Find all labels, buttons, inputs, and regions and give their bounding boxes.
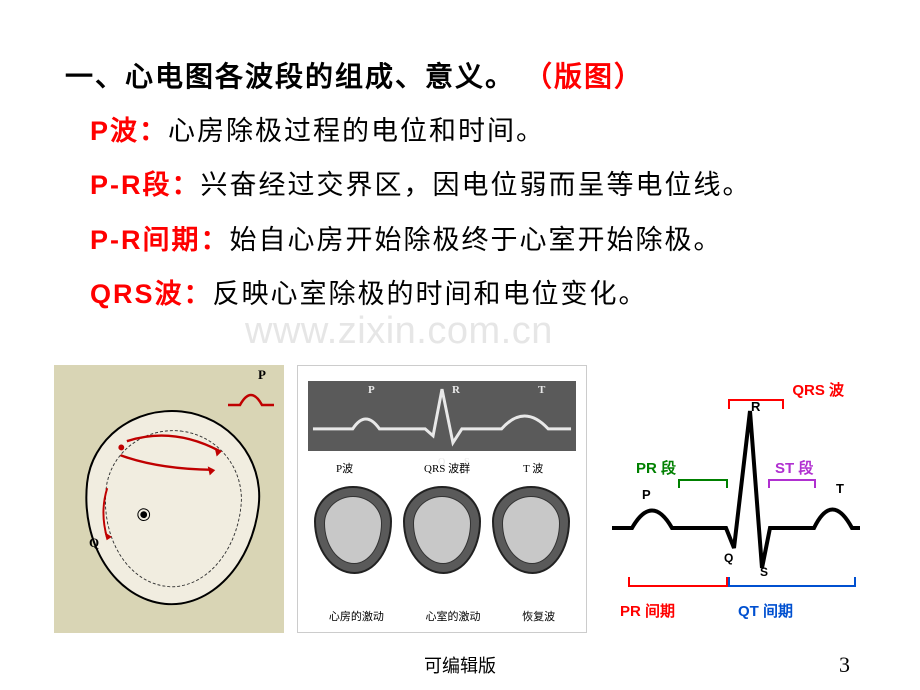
ecg-trace-icon [308, 381, 576, 451]
ecg-intervals-inner: QRS 波 R PR 段 ST 段 P T Q S PR 间期 QT 间期 [608, 373, 862, 625]
p-strip-label: P [368, 384, 375, 396]
st-segment-label: ST 段 [775, 457, 813, 478]
def-text: 始自心房开始除极终于心室开始除极。 [230, 225, 723, 255]
def-term: P-R间期： [90, 225, 230, 255]
slide-content: 一、心电图各波段的组成、意义。 （版图） P波：心房除极过程的电位和时间。 P-… [0, 0, 920, 313]
def-text: 兴奋经过交界区，因电位弱而呈等电位线。 [201, 170, 752, 200]
qt-interval-label: QT 间期 [738, 600, 793, 621]
footer-text: 可编辑版 [0, 652, 920, 678]
title-annotation: （版图） [524, 62, 644, 93]
heart-atrial-icon [314, 486, 392, 574]
def-term: QRS波： [90, 279, 213, 309]
page-number: 3 [839, 652, 850, 678]
def-text: 反映心室除极的时间和电位变化。 [213, 279, 648, 309]
p-label: P [258, 367, 266, 383]
caption-ventricular: 心室的激动 [425, 608, 480, 624]
three-hearts-ecg-diagram: P R T Q S P波 QRS 波群 T 波 心房的激动 心室的激动 恢复波 [297, 365, 587, 633]
title-line: 一、心电图各波段的组成、意义。 （版图） [65, 55, 870, 95]
definition-p-wave: P波：心房除极过程的电位和时间。 [90, 113, 870, 149]
pr-interval-label: PR 间期 [620, 600, 675, 621]
heart-outline [74, 401, 268, 613]
definition-pr-segment: P-R段：兴奋经过交界区，因电位弱而呈等电位线。 [90, 167, 870, 203]
t-wave-caption: T 波 [523, 460, 543, 476]
caption-recovery: 恢复波 [522, 608, 555, 624]
hearts-row [308, 486, 576, 574]
definition-pr-interval: P-R间期：始自心房开始除极终于心室开始除极。 [90, 222, 870, 258]
ecg-intervals-diagram: QRS 波 R PR 段 ST 段 P T Q S PR 间期 QT 间期 [600, 365, 870, 633]
q-label: Q [89, 535, 99, 551]
ecg-strip: P R T Q S [308, 381, 576, 451]
p-wave-icon [226, 383, 276, 413]
qrs-label: QRS 波 [792, 379, 844, 400]
heart-ventricular-icon [403, 486, 481, 574]
def-term: P-R段： [90, 170, 201, 200]
p-wave-caption: P波 [336, 460, 353, 476]
watermark-text: www.zixin.com.cn [245, 310, 553, 353]
def-text: 心房除极过程的电位和时间。 [168, 116, 545, 146]
t-strip-label: T [538, 384, 545, 396]
title-main: 一、心电图各波段的组成、意义。 [65, 62, 515, 93]
heart-atrial-diagram: P Q [54, 365, 284, 633]
images-row: P Q P R T Q S P波 QRS 波群 T 波 心房的激动 心室的激动 … [54, 365, 870, 633]
pr-seg-bracket [678, 479, 728, 488]
st-seg-bracket [768, 479, 816, 488]
pr-segment-label: PR 段 [636, 457, 676, 478]
pr-int-bracket [628, 577, 728, 587]
r-strip-label: R [452, 384, 460, 396]
definition-qrs-wave: QRS波：反映心室除极的时间和电位变化。 [90, 276, 870, 312]
qt-int-bracket [728, 577, 856, 587]
heart-captions: 心房的激动 心室的激动 恢复波 [308, 608, 576, 624]
p-label: P [642, 487, 651, 502]
def-term: P波： [90, 116, 168, 146]
q-label: Q [724, 551, 733, 565]
s-label: S [760, 565, 768, 579]
conduction-arrows-icon [77, 404, 267, 611]
heart-recovery-icon [492, 486, 570, 574]
r-label: R [751, 399, 760, 414]
qrs-wave-caption: QRS 波群 [424, 460, 470, 476]
caption-atrial: 心房的激动 [329, 608, 384, 624]
t-label: T [836, 481, 844, 496]
